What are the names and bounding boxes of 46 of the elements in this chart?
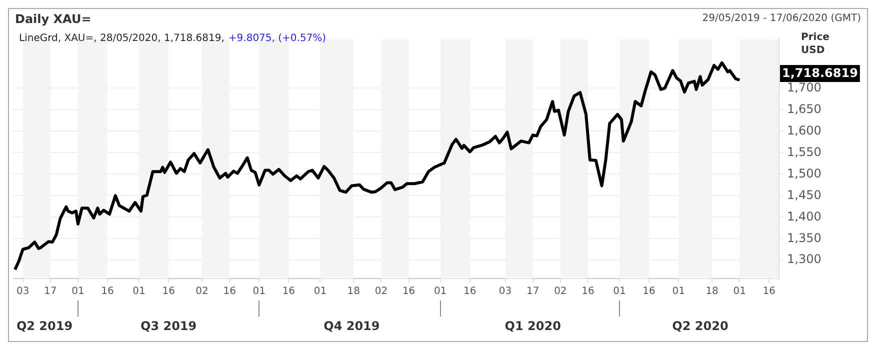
y-tick-label: 1,450 bbox=[787, 188, 822, 202]
x-tick-label: 02 bbox=[196, 286, 208, 298]
x-tick-label: 01 bbox=[252, 286, 266, 298]
x-tick-label: 16 bbox=[162, 286, 175, 298]
y-tick-label: 1,350 bbox=[787, 230, 822, 245]
x2-tick-label: Q2 2019 bbox=[16, 318, 73, 333]
x-tick-label: 17 bbox=[526, 286, 540, 298]
x-tick-label: 18 bbox=[706, 286, 718, 298]
x-tick-label: 03 bbox=[16, 286, 30, 298]
y-tick-label: 1,400 bbox=[787, 209, 822, 224]
x2-tick-label: Q3 2019 bbox=[140, 318, 197, 333]
x-tick-label: 01 bbox=[613, 286, 626, 298]
x-tick-label: 17 bbox=[44, 286, 57, 298]
x-tick-label: 02 bbox=[374, 286, 388, 298]
y-tick-label: 1,300 bbox=[787, 252, 822, 266]
y-tick-label: 1,600 bbox=[787, 123, 822, 138]
x-tick-label: 01 bbox=[314, 286, 327, 298]
x2-tick-label: Q1 2020 bbox=[504, 318, 561, 333]
x-tick-label: 02 bbox=[554, 286, 567, 298]
x-tick-label: 01 bbox=[132, 286, 146, 298]
chart-subtitle: 29/05/2019 - 17/06/2020 (GMT) bbox=[702, 13, 861, 24]
x-tick-label: 18 bbox=[347, 286, 360, 298]
x-tick-label: 01 bbox=[434, 286, 447, 298]
chart-title: Daily XAU= bbox=[15, 12, 92, 26]
annotation: LineGrd, XAU=, 28/05/2020, 1,718.6819, bbox=[19, 33, 224, 44]
y-tick-label: 1,500 bbox=[787, 166, 822, 180]
x2-tick-label: Q2 2020 bbox=[672, 318, 728, 333]
y-tick-label: 1,550 bbox=[787, 144, 822, 159]
x2-tick-label: Q4 2019 bbox=[324, 318, 380, 333]
x-tick-label: 16 bbox=[402, 286, 416, 298]
y-tick-label: 1,700 bbox=[787, 80, 822, 94]
annotation: +9.8075, (+0.57%) bbox=[228, 33, 326, 44]
x-tick-label: 16 bbox=[463, 286, 476, 298]
x-tick-label: 16 bbox=[282, 286, 296, 298]
x-tick-label: 01 bbox=[672, 286, 685, 298]
x-tick-label: 16 bbox=[762, 286, 776, 298]
x-tick-label: 16 bbox=[582, 286, 594, 298]
y-tick-label: 1,650 bbox=[787, 102, 822, 116]
x-tick-label: 01 bbox=[72, 286, 84, 298]
x-tick-label: 16 bbox=[223, 286, 236, 298]
text: 1,718.6819 bbox=[782, 66, 858, 80]
x-tick-label: 03 bbox=[498, 286, 512, 298]
x-tick-label: 16 bbox=[642, 286, 656, 298]
x-tick-label: 01 bbox=[733, 286, 746, 298]
x-tick-label: 16 bbox=[101, 286, 114, 298]
y-axis-title: Price USD bbox=[801, 31, 830, 57]
